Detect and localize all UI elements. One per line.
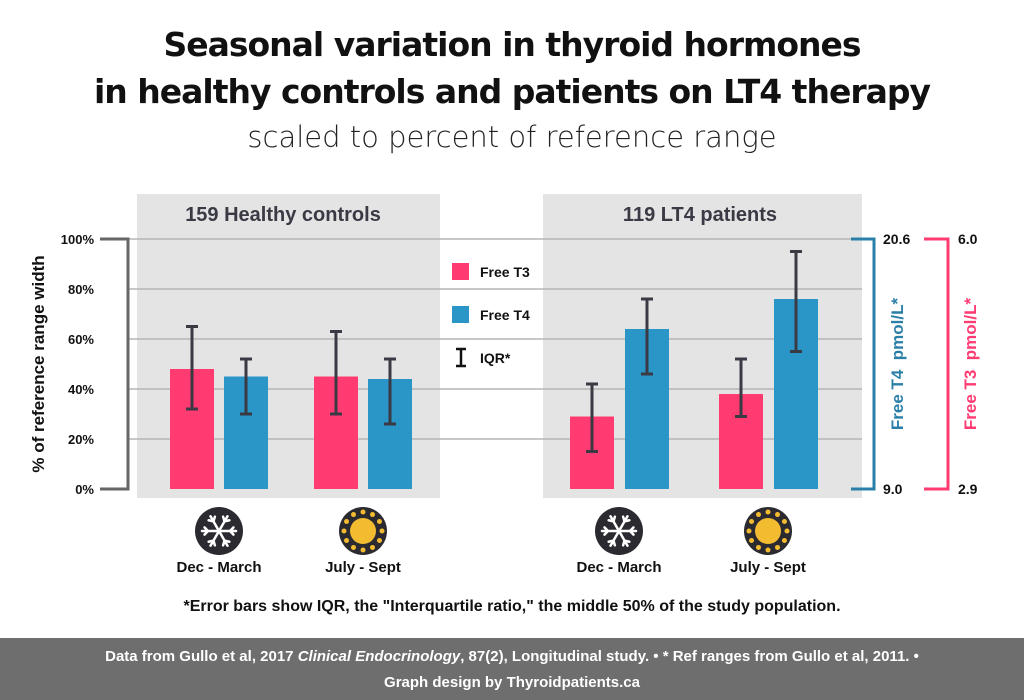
sun-ray — [756, 544, 761, 550]
y-tick-label: 0% — [75, 482, 94, 497]
error-bar — [240, 357, 252, 416]
sun-ray — [746, 528, 752, 534]
category-label: Dec - March — [576, 559, 661, 576]
sun-ray — [775, 512, 780, 518]
sun-ray — [376, 538, 382, 543]
y-tick-label: 60% — [68, 332, 94, 347]
chart: 159 Healthy controls 119 LT4 patients % … — [29, 194, 980, 576]
sun-ray — [749, 519, 755, 524]
category-label: July - Sept — [730, 559, 806, 576]
t4-axis-max: 20.6 — [883, 231, 910, 247]
sun-ray — [370, 512, 375, 518]
sun-ray — [376, 519, 382, 524]
error-bar — [790, 250, 802, 353]
chart-subtitle: scaled to percent of reference range — [247, 120, 777, 154]
sun-ray — [784, 528, 790, 534]
sun-ray — [341, 528, 347, 534]
legend-label-t4: Free T4 — [480, 307, 530, 323]
error-bar — [384, 357, 396, 426]
sun-ray — [775, 544, 780, 550]
footer-journal: Clinical Endocrinology — [297, 648, 461, 665]
footer-source-rest: , 87(2), Longitudinal study. • * Ref ran… — [460, 648, 919, 665]
footer: Data from Gullo et al, 2017 Clinical End… — [0, 638, 1024, 700]
sun-disc — [350, 518, 376, 544]
sun-ray — [781, 538, 787, 543]
sun-ray — [765, 547, 771, 553]
errorbar-note: *Error bars show IQR, the "Interquartile… — [183, 598, 841, 615]
error-bar — [186, 325, 198, 411]
sun-disc — [755, 518, 781, 544]
legend-swatch-t4 — [452, 306, 469, 323]
sun-ray — [351, 512, 356, 518]
snowflake-glyph — [200, 515, 238, 547]
sun-ray — [749, 538, 755, 543]
legend-label-iqr: IQR* — [480, 350, 511, 366]
panel-label-healthy: 159 Healthy controls — [185, 204, 381, 226]
sun-ray — [781, 519, 787, 524]
t4-axis-bracket — [851, 237, 876, 491]
footer-source: Data from Gullo et al, 2017 — [105, 648, 298, 665]
snowflake-glyph — [600, 515, 638, 547]
t4-axis-min: 9.0 — [883, 481, 903, 497]
sun-ray — [351, 544, 356, 550]
t3-axis-max: 6.0 — [958, 231, 978, 247]
t3-axis-min: 2.9 — [958, 481, 978, 497]
chart-title-line1: Seasonal variation in thyroid hormones — [163, 25, 861, 64]
chart-title-line2: in healthy controls and patients on LT4 … — [93, 72, 931, 111]
y-axis-label: % of reference range width — [29, 255, 48, 472]
legend-label-t3: Free T3 — [480, 264, 530, 280]
y-tick-label: 80% — [68, 282, 94, 297]
category-label: Dec - March — [176, 559, 261, 576]
y-axis-bracket — [100, 237, 130, 491]
sun-ray — [756, 512, 761, 518]
t3-axis-label: Free T3 pmol/L* — [961, 297, 980, 430]
legend-swatch-t3 — [452, 263, 469, 280]
sun-ray — [360, 509, 366, 515]
sun-ray — [379, 528, 385, 534]
error-bar — [735, 357, 747, 418]
y-tick-label: 40% — [68, 382, 94, 397]
y-tick-label: 20% — [68, 432, 94, 447]
sun-ray — [370, 544, 375, 550]
error-bar — [641, 297, 653, 376]
panel-label-lt4: 119 LT4 patients — [623, 204, 777, 226]
category-label: July - Sept — [325, 559, 401, 576]
error-bar — [330, 330, 342, 416]
t3-axis-bracket — [924, 237, 950, 491]
sun-ray — [344, 519, 350, 524]
y-tick-label: 100% — [61, 232, 95, 247]
error-bar — [586, 382, 598, 453]
sun-ray — [344, 538, 350, 543]
footer-credit: Graph design by Thyroidpatients.ca — [384, 674, 640, 691]
t4-axis-label: Free T4 pmol/L* — [888, 297, 907, 430]
legend-iqr-icon — [456, 347, 466, 368]
sun-ray — [765, 509, 771, 515]
sun-ray — [360, 547, 366, 553]
